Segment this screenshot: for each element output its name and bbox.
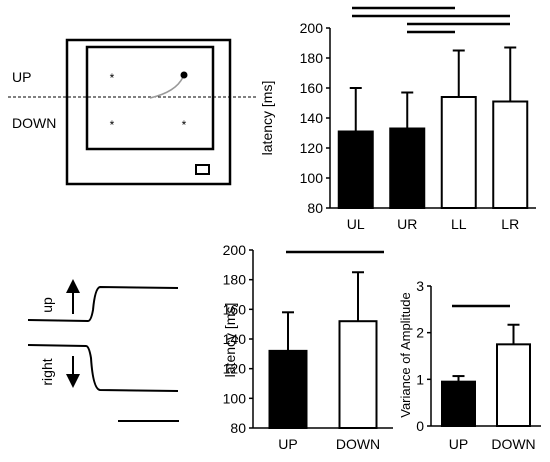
y-tick-label: 80 — [230, 420, 246, 436]
up-region-label: UP — [12, 69, 31, 85]
screen-frame — [85, 45, 215, 151]
y-tick-label: 160 — [300, 80, 324, 96]
y-axis-label: latency [ms] — [222, 303, 238, 378]
x-tick-label: UP — [278, 436, 297, 452]
bar-down — [496, 343, 531, 428]
plot-area: 80 100 120 140 160 180 200 UP DOWN — [223, 242, 393, 452]
schematic-panel: * * * UP DOWN — [8, 38, 257, 186]
x-tick-label: UL — [347, 216, 365, 232]
y-tick-label: 140 — [300, 110, 324, 126]
traces-panel: up right — [27, 279, 179, 422]
trace-label-right: right — [39, 358, 55, 385]
trace-label-up: up — [39, 297, 55, 313]
y-tick-label: 200 — [223, 242, 247, 258]
saccade-trajectory — [149, 76, 184, 99]
bar-lr — [492, 100, 529, 209]
y-tick-label: 0 — [416, 418, 424, 434]
y-axis-label: Variance of Amplitude — [398, 292, 413, 418]
up-arrow-icon — [66, 279, 80, 293]
bar-down — [338, 320, 378, 430]
bar-up — [268, 349, 308, 429]
y-tick-label: 80 — [307, 200, 323, 216]
target-star-lr: * — [182, 118, 187, 132]
x-tick-label: UR — [397, 216, 417, 232]
small-box — [195, 164, 210, 175]
monitor-outer-frame — [65, 38, 232, 186]
bar-ll — [440, 96, 477, 209]
chart-latency-quadrants: latency [ms] 80 100 120 140 160 180 200 UL UR LL L… — [259, 6, 536, 232]
target-star-ul: * — [110, 71, 115, 85]
y-tick-label: 120 — [300, 140, 324, 156]
y-tick-label: 3 — [416, 278, 424, 294]
y-tick-label: 100 — [300, 170, 324, 186]
target-dot — [180, 71, 188, 79]
y-tick-label: 180 — [223, 272, 247, 288]
y-tick-label: 120 — [223, 361, 247, 377]
x-tick-label: LR — [501, 216, 519, 232]
upward-trace — [27, 285, 179, 323]
chart-latency-updown: latency [ms] 80 100 120 140 160 180 200 UP DOWN — [222, 242, 393, 452]
x-tick-label: DOWN — [336, 436, 380, 452]
rightward-trace — [27, 344, 179, 392]
y-tick-label: 140 — [223, 331, 247, 347]
chart-variance-updown: Variance of Amplitude 0 1 2 3 UP DOWN — [398, 278, 541, 452]
bar-up — [441, 380, 476, 427]
plot-area: 0 1 2 3 UP DOWN — [416, 278, 541, 452]
y-axis-label: latency [ms] — [259, 81, 275, 156]
target-star-ll: * — [110, 118, 115, 132]
significance-brackets — [352, 6, 510, 34]
y-tick-label: 180 — [300, 50, 324, 66]
plot-area: 80 100 120 140 160 180 200 UL UR LL LR — [300, 20, 536, 232]
bar-ur — [389, 127, 426, 209]
y-tick-label: 200 — [300, 20, 324, 36]
down-arrow-icon — [66, 374, 80, 388]
y-tick-label: 160 — [223, 301, 247, 317]
bar-ul — [337, 130, 374, 209]
y-tick-label: 1 — [416, 371, 424, 387]
y-tick-label: 2 — [416, 325, 424, 341]
down-region-label: DOWN — [12, 115, 56, 131]
y-tick-label: 100 — [223, 390, 247, 406]
x-tick-label: UP — [449, 436, 468, 452]
x-tick-label: DOWN — [491, 436, 535, 452]
x-tick-label: LL — [451, 216, 467, 232]
